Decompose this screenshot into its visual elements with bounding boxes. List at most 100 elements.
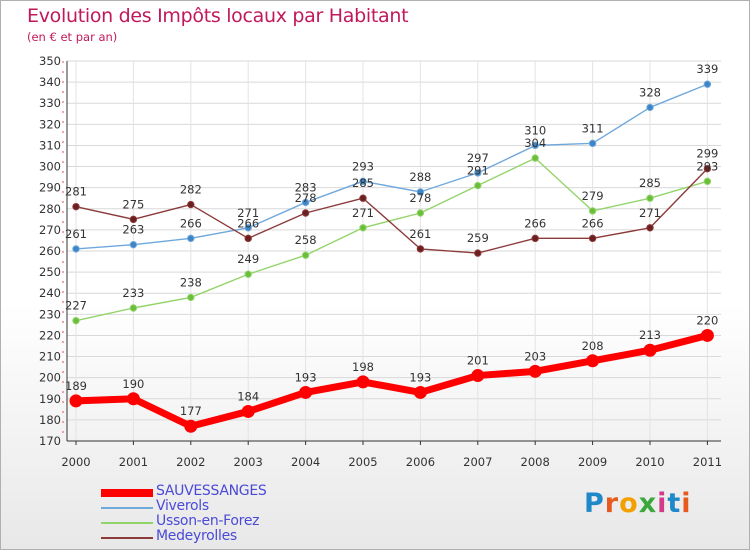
data-point (646, 103, 654, 112)
data-label: 311 (582, 121, 604, 135)
data-point (531, 141, 539, 150)
data-point (301, 251, 310, 259)
x-tick-label: 2007 (463, 455, 492, 469)
data-point (241, 404, 255, 418)
y-tick-label: 240 (39, 286, 61, 300)
series-line-usson-en-forez (75, 157, 708, 322)
data-point (528, 364, 542, 378)
data-label: 258 (295, 233, 317, 247)
y-tick-label: 210 (39, 350, 61, 364)
logo-letter: r (604, 488, 620, 519)
data-point (359, 194, 367, 202)
y-tick-label: 250 (39, 265, 61, 279)
y-tick-label: 270 (39, 223, 61, 237)
data-point (646, 224, 654, 232)
y-tick-label: 190 (39, 392, 61, 406)
y-tick-label: 350 (39, 54, 61, 68)
data-point (299, 385, 313, 399)
data-point (531, 234, 539, 243)
data-label: 266 (582, 216, 604, 230)
data-label: 278 (409, 191, 431, 205)
data-point (586, 354, 600, 368)
data-point (531, 154, 539, 162)
data-label: 275 (122, 197, 144, 211)
data-label: 293 (696, 159, 718, 173)
y-tick-label: 220 (39, 328, 61, 342)
data-point (69, 394, 83, 408)
logo-letter: i (657, 488, 668, 519)
data-point (416, 188, 425, 196)
data-point (301, 198, 310, 207)
legend-label: Usson-en-Forez (156, 513, 260, 529)
x-tick-label: 2008 (521, 455, 550, 469)
logo-letter: o (619, 488, 639, 519)
data-point (588, 234, 597, 243)
data-label: 184 (237, 389, 259, 403)
series-line-sauvessanges (75, 332, 709, 430)
data-label: 233 (122, 286, 144, 300)
logo-letter: t (667, 488, 682, 519)
data-label: 193 (295, 370, 317, 384)
data-label: 238 (180, 275, 202, 289)
y-tick-label: 340 (39, 75, 61, 89)
data-point (184, 419, 198, 433)
data-label: 227 (65, 299, 87, 313)
data-point (244, 234, 252, 243)
data-label: 266 (237, 216, 259, 230)
data-label: 297 (467, 151, 489, 165)
data-label: 282 (180, 183, 202, 197)
data-label: 259 (467, 231, 489, 245)
y-tick-label: 260 (39, 244, 61, 258)
legend-label: Viverols (156, 498, 209, 514)
x-tick-label: 2005 (348, 455, 377, 469)
data-point (416, 245, 425, 253)
x-tick-label: 2001 (119, 455, 148, 469)
legend-swatch (101, 537, 153, 539)
data-label: 177 (180, 404, 202, 418)
data-point (416, 209, 425, 217)
logo-letter: P (584, 488, 605, 519)
data-label: 279 (582, 189, 604, 203)
data-label: 266 (180, 216, 202, 230)
data-label: 263 (122, 223, 144, 237)
data-point (471, 369, 485, 383)
data-point (359, 177, 367, 186)
y-tick-label: 200 (39, 371, 61, 385)
x-tick-label: 2000 (61, 455, 90, 469)
data-label: 288 (409, 170, 431, 184)
data-label: 213 (639, 328, 661, 342)
data-label: 261 (65, 227, 87, 241)
legend-swatch (101, 489, 153, 497)
data-point (301, 209, 310, 217)
x-tick-label: 2003 (234, 455, 263, 469)
data-label: 261 (409, 227, 431, 241)
data-point (72, 316, 80, 325)
data-label: 220 (696, 313, 718, 327)
proxiti-logo: Proxiti (584, 488, 692, 519)
data-label: 271 (352, 206, 374, 220)
data-label: 271 (639, 206, 661, 220)
data-point (72, 245, 80, 253)
data-point (356, 375, 370, 389)
data-label: 201 (467, 354, 489, 368)
data-point (126, 392, 140, 406)
data-label: 249 (237, 252, 259, 266)
y-tick-label: 300 (39, 160, 61, 174)
legend-label: Medeyrolles (156, 528, 237, 544)
data-point (187, 293, 195, 302)
chart-title: Evolution des Impôts locaux par Habitant (27, 5, 409, 27)
data-label: 189 (65, 379, 87, 393)
logo-letter: x (638, 488, 658, 519)
data-point (643, 343, 657, 357)
data-point (187, 234, 195, 243)
data-label: 271 (237, 206, 259, 220)
x-tick-label: 2002 (176, 455, 205, 469)
data-label: 198 (352, 360, 374, 374)
data-label: 208 (582, 339, 604, 353)
data-label: 281 (65, 185, 87, 199)
data-point (703, 80, 712, 88)
data-label: 203 (524, 349, 546, 363)
y-tick-label: 230 (39, 307, 61, 321)
data-label: 285 (352, 176, 374, 190)
